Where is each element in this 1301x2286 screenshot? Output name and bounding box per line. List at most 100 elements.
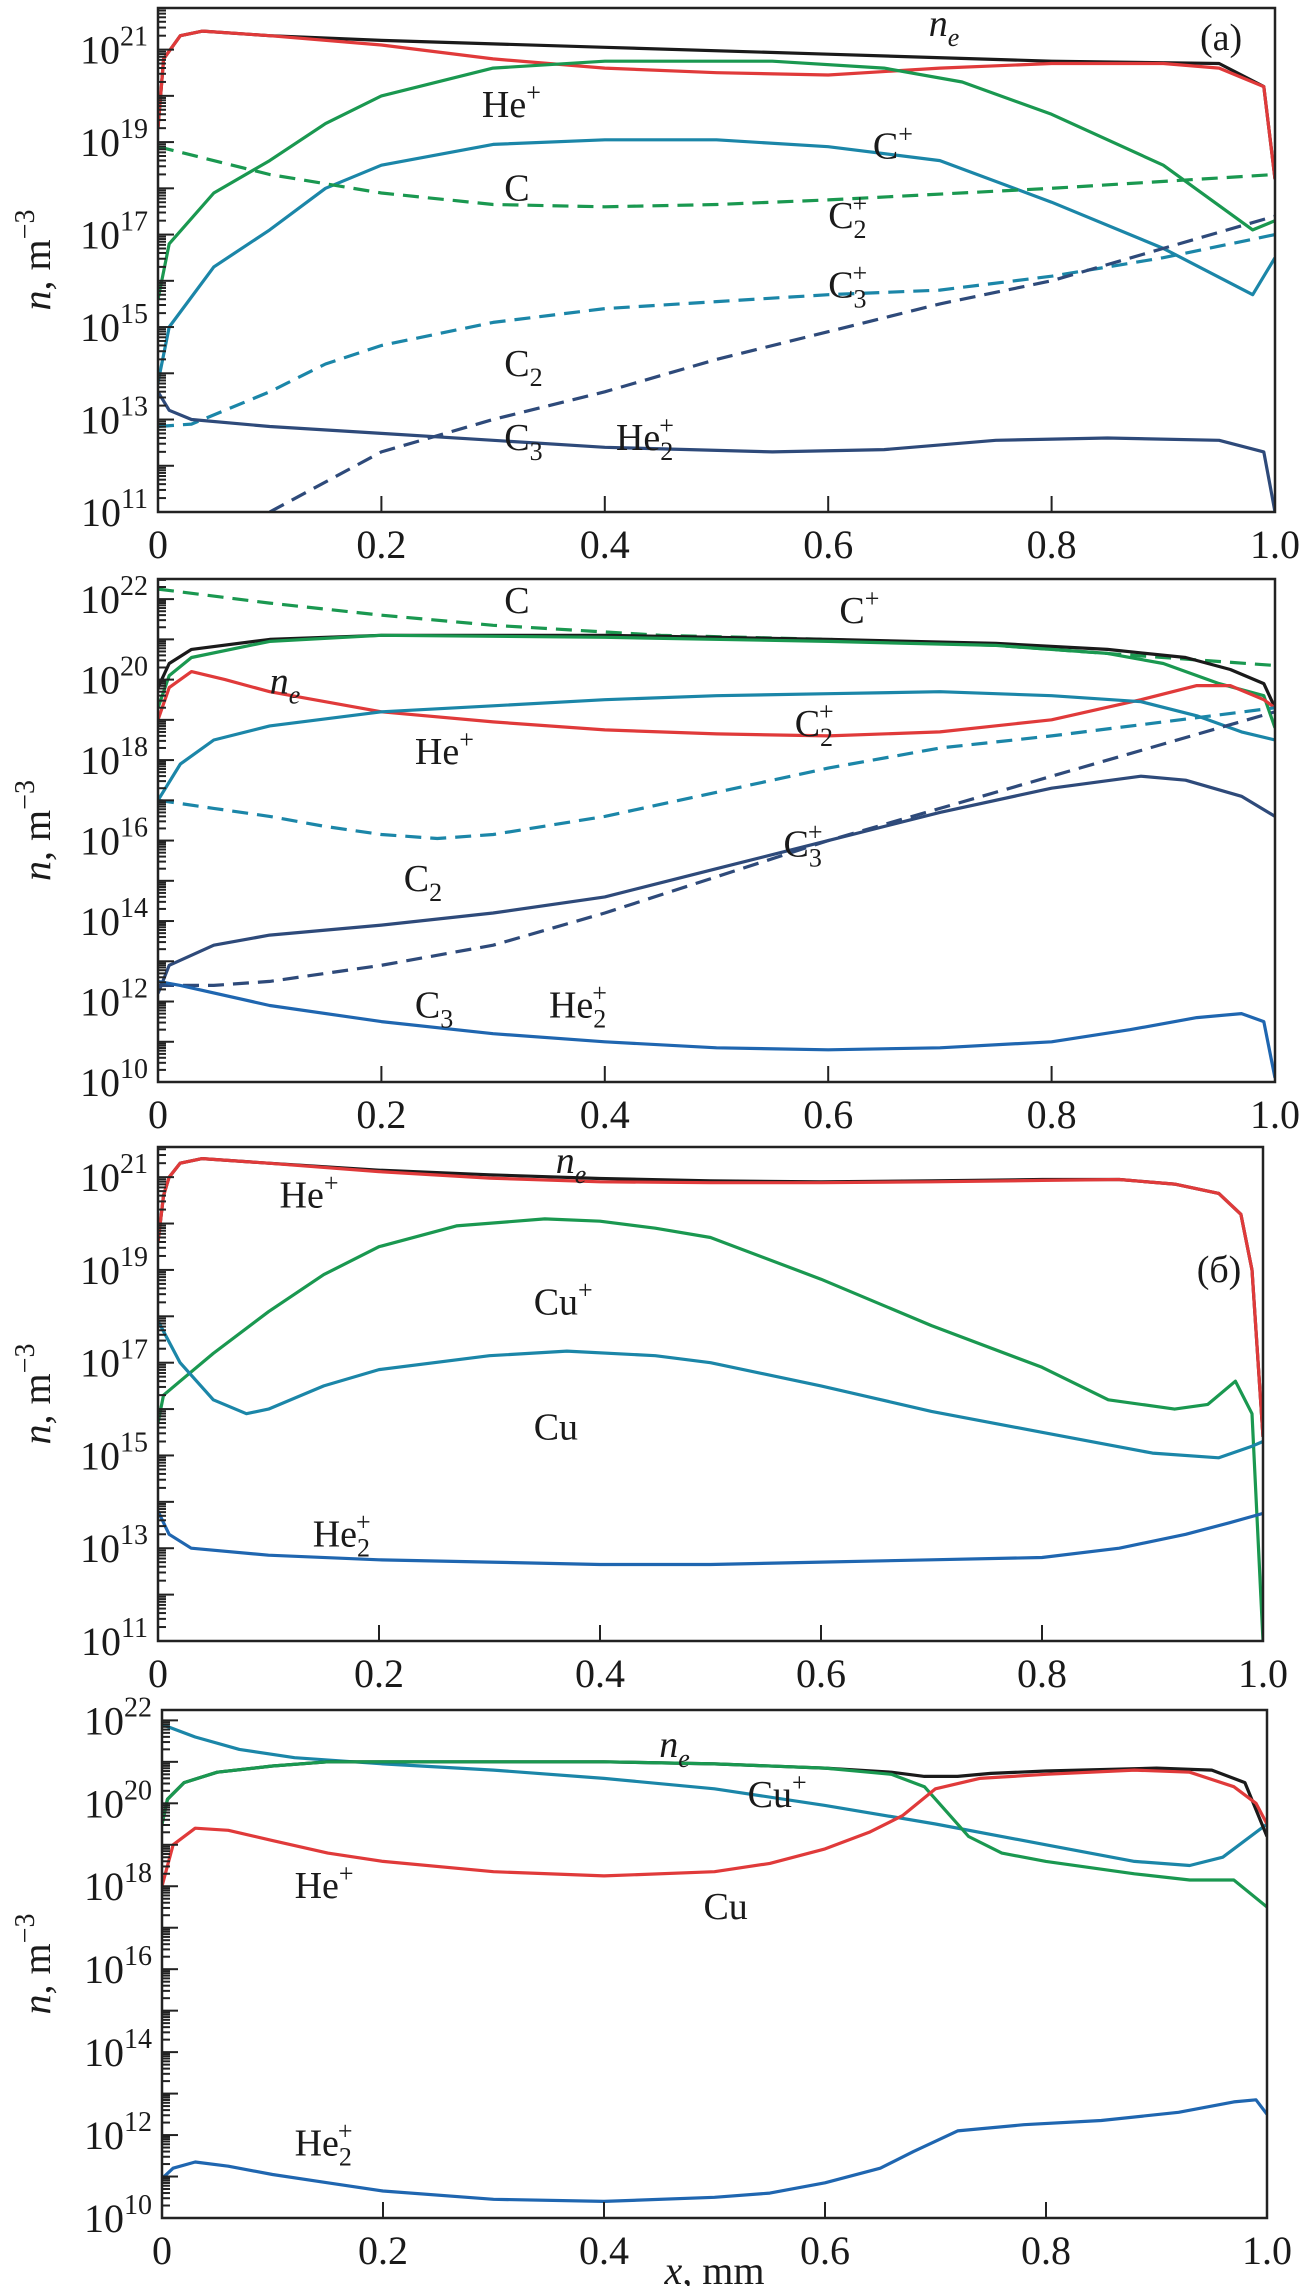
annotation-subscript: 2 <box>820 723 833 752</box>
annotation-subscript: 2 <box>593 1005 606 1034</box>
annotation-text: C <box>504 580 529 622</box>
panel-tag: (a) <box>1200 17 1242 59</box>
y-tick-base: 10 <box>80 1248 120 1293</box>
annotation-superscript: + <box>592 979 607 1008</box>
y-tick-exponent: 20 <box>124 1775 152 1806</box>
annotation-text: He <box>616 417 660 459</box>
annotation-text: C <box>504 343 529 385</box>
x-axis-title: x, mm <box>664 2248 765 2286</box>
curve-label: Cu <box>703 1886 747 1928</box>
annotation-subscript: e <box>678 1744 690 1773</box>
y-axis-symbol: n <box>14 1994 59 2014</box>
x-tick-label: 0.8 <box>1027 522 1077 567</box>
y-tick-base: 10 <box>84 1947 124 1992</box>
y-tick-label: 1014 <box>80 893 148 944</box>
y-tick-label: 1016 <box>80 813 148 864</box>
annotation-superscript: + <box>865 584 880 613</box>
x-tick-label: 0.2 <box>354 1651 404 1696</box>
y-tick-exponent: 13 <box>120 392 148 423</box>
annotation-superscript: + <box>324 1169 339 1198</box>
curve-label: He+ <box>295 1859 354 1907</box>
y-tick-base: 10 <box>84 2030 124 2075</box>
x-tick-label: 0.6 <box>803 522 853 567</box>
x-tick-label: 0.6 <box>796 1651 846 1696</box>
series-line-he2-plus <box>162 2098 1267 2203</box>
annotation-text: Cu <box>534 1281 578 1323</box>
annotation-text: n <box>929 3 948 45</box>
annotation-subscript: 3 <box>854 284 867 313</box>
curve-label: He2+ <box>549 979 607 1034</box>
y-axis-symbol: n <box>14 861 59 881</box>
y-tick-label: 1020 <box>80 652 148 703</box>
curve-label: He+ <box>280 1169 339 1217</box>
series-line-c-plus <box>158 59 1275 300</box>
series-line-cu <box>158 1320 1263 1460</box>
annotation-text: n <box>270 661 289 703</box>
annotation-text: C <box>828 264 853 306</box>
y-tick-label: 1014 <box>84 2024 152 2075</box>
curve-label: He2+ <box>616 411 674 466</box>
y-axis-unit: , m <box>14 1943 59 1994</box>
series-line-he-plus <box>162 1768 1267 1887</box>
y-axis-unit-exponent: −3 <box>10 210 41 240</box>
x-axis-symbol: x <box>664 2248 683 2286</box>
y-tick-label: 1013 <box>80 392 148 443</box>
x-tick-label: 0.8 <box>1027 1092 1077 1137</box>
curve-label: C3 <box>415 985 453 1034</box>
series-line-he2-plus <box>158 390 1275 512</box>
annotation-superscript: + <box>808 818 823 847</box>
y-tick-base: 10 <box>81 490 121 535</box>
x-tick-label: 0.8 <box>1017 1651 1067 1696</box>
y-tick-label: 1010 <box>80 1054 148 1105</box>
plot-frame <box>156 6 1277 514</box>
y-tick-exponent: 17 <box>120 207 148 238</box>
y-tick-exponent: 18 <box>120 732 148 763</box>
series-line-c2 <box>158 233 1275 429</box>
y-axis-title: n, m−3 <box>10 210 59 311</box>
y-tick-label: 1015 <box>80 1427 148 1478</box>
annotation-text: C <box>873 126 898 168</box>
y-tick-base: 10 <box>81 1619 121 1664</box>
y-tick-label: 1022 <box>80 571 148 622</box>
y-tick-exponent: 10 <box>120 1054 148 1085</box>
annotation-superscript: + <box>853 258 868 287</box>
y-tick-label: 1012 <box>84 2107 152 2158</box>
annotation-text: He <box>549 985 593 1027</box>
y-axis-symbol: n <box>14 1424 59 1444</box>
y-tick-exponent: 13 <box>120 1520 148 1551</box>
y-tick-exponent: 20 <box>120 652 148 683</box>
y-tick-label: 1022 <box>84 1692 152 1743</box>
annotation-superscript: + <box>819 697 834 726</box>
x-tick-label: 1.0 <box>1250 1092 1300 1137</box>
annotation-text: (б) <box>1197 1249 1242 1291</box>
annotation-text: Cu <box>748 1774 792 1816</box>
annotation-superscript: + <box>338 2116 353 2145</box>
annotation-text: C <box>828 195 853 237</box>
annotation-superscript: + <box>853 189 868 218</box>
y-tick-label: 1011 <box>81 484 148 535</box>
curve-label: C2+ <box>795 697 834 752</box>
series-line-n-e <box>158 633 1275 709</box>
annotation-superscript: + <box>659 411 674 440</box>
y-axis-symbol: n <box>14 290 59 310</box>
annotation-text: C <box>839 590 864 632</box>
curve-label: Cu <box>534 1407 578 1449</box>
x-tick-label: 1.0 <box>1242 2228 1292 2273</box>
y-tick-exponent: 10 <box>124 2190 152 2221</box>
y-tick-label: 1011 <box>81 1613 148 1664</box>
x-tick-label: 0 <box>148 522 168 567</box>
y-tick-base: 10 <box>84 2113 124 2158</box>
x-tick-label: 0.6 <box>803 1092 853 1137</box>
curve-label: ne <box>929 3 960 52</box>
series-group <box>158 29 1275 512</box>
series-line-n-e <box>158 29 1275 180</box>
annotation-text: C <box>415 985 440 1027</box>
series-group <box>158 1157 1263 1641</box>
y-tick-exponent: 21 <box>120 1149 148 1180</box>
annotation-text: He <box>295 2122 339 2164</box>
y-tick-base: 10 <box>80 1060 120 1105</box>
y-tick-exponent: 12 <box>120 974 148 1005</box>
series-group <box>162 1723 1267 2203</box>
